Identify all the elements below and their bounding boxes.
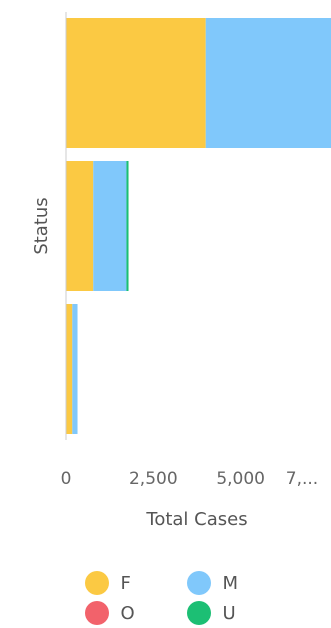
legend-swatch-o: [84, 601, 109, 625]
bar-u-1[interactable]: [126, 161, 129, 291]
x-tick-label: 5,000: [216, 469, 265, 489]
legend-label-m: M: [222, 572, 239, 594]
bar-f-0[interactable]: [66, 18, 206, 148]
x-tick-labels: 0 2,500 5,000 7,...: [61, 469, 319, 489]
legend-item-u[interactable]: U: [186, 601, 247, 625]
legend-label-u: U: [222, 602, 236, 624]
bar-f-1[interactable]: [66, 161, 94, 291]
legend-row-2: O U: [0, 598, 331, 628]
bars-group: [66, 18, 331, 434]
legend-row-1: F M: [0, 568, 331, 598]
legend-swatch-f: [84, 571, 109, 595]
legend-label-f: F: [120, 572, 131, 594]
y-axis-title: Status: [31, 197, 52, 254]
legend-item-o[interactable]: O: [84, 601, 145, 625]
legend-swatch-u: [186, 601, 211, 625]
x-axis-title: Total Cases: [145, 509, 247, 530]
legend-item-m[interactable]: M: [186, 571, 247, 595]
legend-label-o: O: [120, 602, 135, 624]
legend-item-f[interactable]: F: [84, 571, 145, 595]
bar-m-0[interactable]: [205, 18, 331, 148]
x-tick-label: 2,500: [129, 469, 178, 489]
bar-m-1[interactable]: [93, 161, 127, 291]
legend: F M O U: [0, 568, 331, 628]
x-tick-label: 0: [61, 469, 72, 489]
bar-f-2[interactable]: [66, 304, 73, 434]
legend-swatch-m: [186, 571, 211, 595]
x-tick-label: 7,...: [286, 469, 318, 489]
bar-m-2[interactable]: [72, 304, 78, 434]
